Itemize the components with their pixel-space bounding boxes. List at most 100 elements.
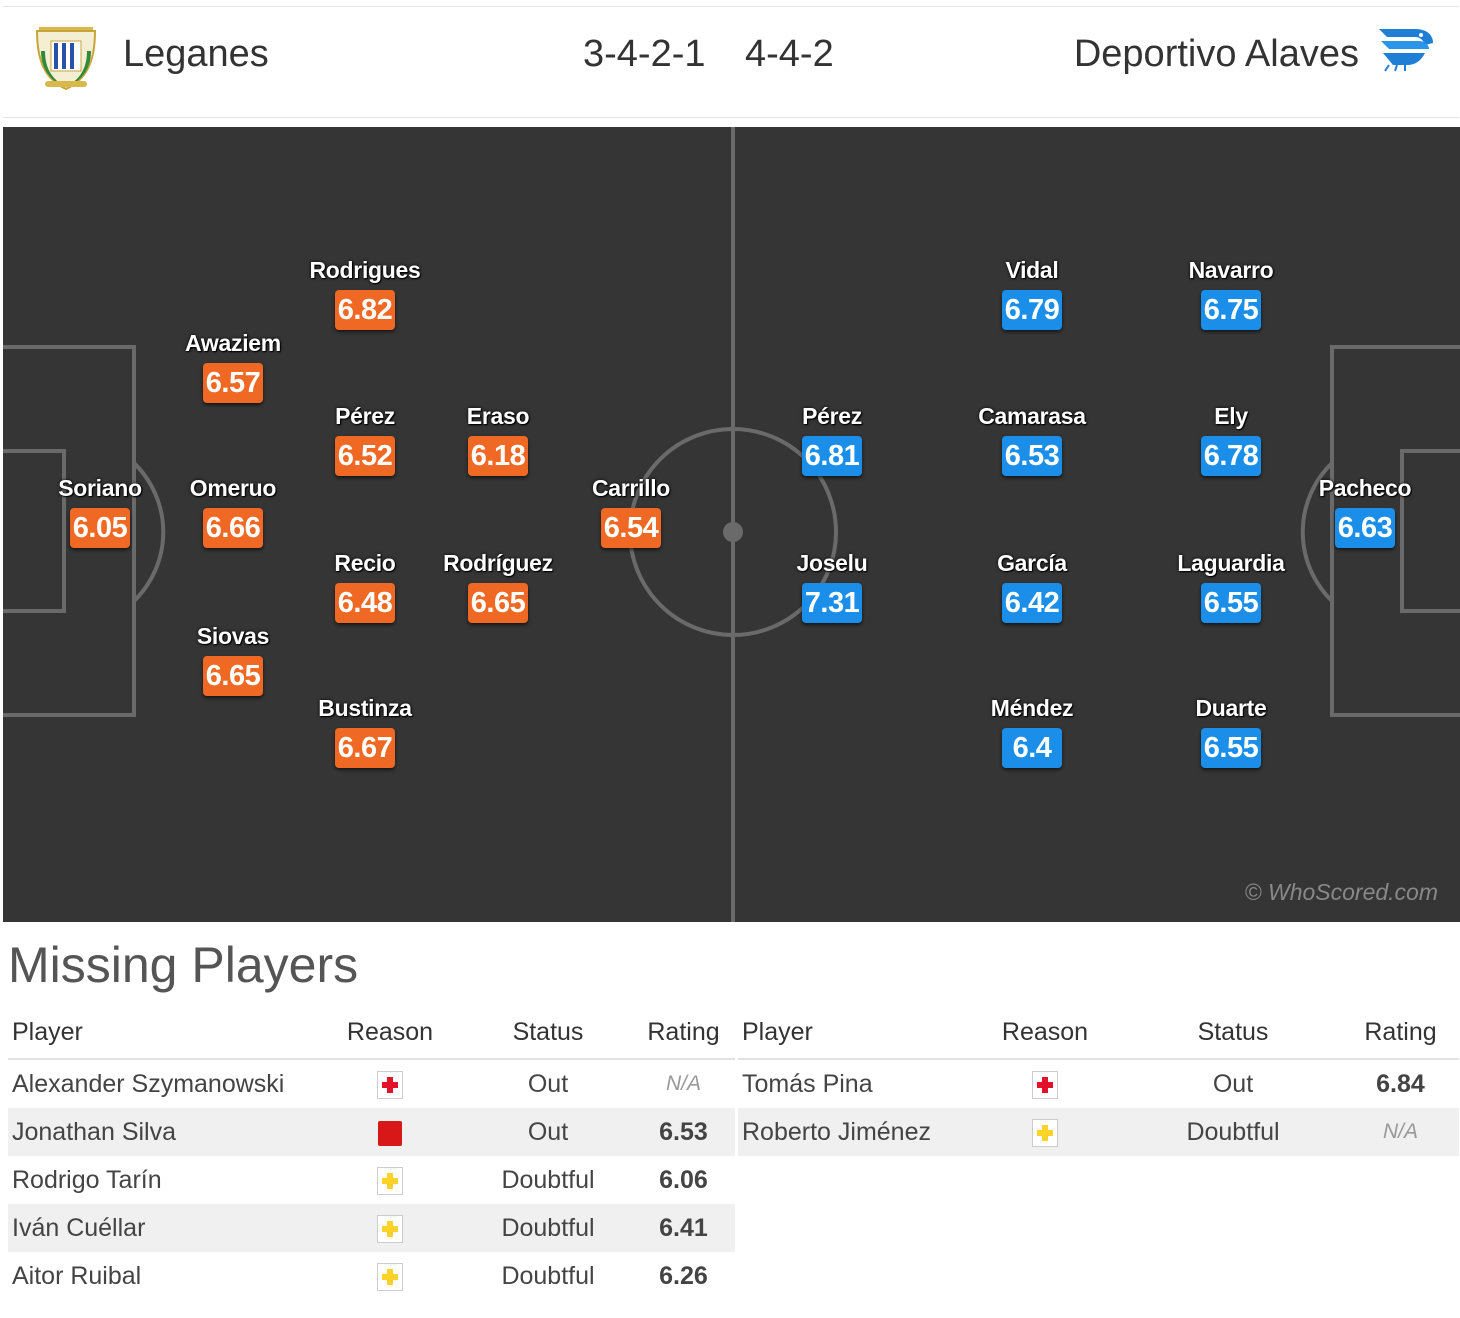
missing-players-title: Missing Players bbox=[8, 937, 359, 993]
player-name[interactable]: García bbox=[997, 550, 1067, 576]
player-name[interactable]: Navarro bbox=[1188, 257, 1274, 283]
missing-player-row: Alexander Szymanowski Out N/A bbox=[8, 1059, 735, 1108]
match-header: Leganes 3-4-2-1 4-4-2 Deportivo Alaves bbox=[3, 6, 1459, 118]
player-name[interactable]: Pacheco bbox=[1318, 475, 1412, 501]
player-rating: 6.54 bbox=[601, 508, 661, 548]
player-rating: 6.57 bbox=[203, 363, 263, 403]
player-name[interactable]: Ely bbox=[1214, 403, 1248, 429]
home-player[interactable]: Recio 6.48 bbox=[285, 550, 445, 623]
away-player[interactable]: Duarte 6.55 bbox=[1151, 695, 1311, 768]
away-player[interactable]: Navarro 6.75 bbox=[1151, 257, 1311, 330]
missing-player-name[interactable]: Tomás Pina bbox=[742, 1069, 873, 1098]
player-name[interactable]: Duarte bbox=[1195, 695, 1267, 721]
alaves-crest-icon[interactable] bbox=[1375, 25, 1437, 73]
player-name[interactable]: Pérez bbox=[335, 403, 395, 429]
col-rating[interactable]: Rating bbox=[632, 1006, 735, 1060]
reason-cell bbox=[966, 1059, 1124, 1108]
player-rating: 6.42 bbox=[1002, 583, 1062, 623]
player-name[interactable]: Siovas bbox=[196, 623, 270, 649]
col-player[interactable]: Player bbox=[738, 1006, 966, 1060]
player-rating: 6.79 bbox=[1002, 290, 1062, 330]
player-name[interactable]: Méndez bbox=[990, 695, 1074, 721]
missing-player-row: Aitor Ruibal Doubtful 6.26 bbox=[8, 1252, 735, 1300]
player-rating: 6.75 bbox=[1201, 290, 1261, 330]
missing-player-name[interactable]: Roberto Jiménez bbox=[738, 1108, 966, 1156]
away-missing-table: Player Reason Status Rating Tomás Pina Ou… bbox=[738, 1006, 1459, 1156]
missing-player-name[interactable]: Iván Cuéllar bbox=[8, 1204, 316, 1252]
missing-player-row: Iván Cuéllar Doubtful 6.41 bbox=[8, 1204, 735, 1252]
red-card-icon[interactable] bbox=[377, 1119, 403, 1147]
player-rating: 6.4 bbox=[1002, 728, 1062, 768]
away-formation: 4-4-2 bbox=[745, 33, 834, 75]
rating-value: 6.41 bbox=[632, 1204, 735, 1252]
player-rating: 6.55 bbox=[1201, 728, 1261, 768]
missing-player-row: Tomás Pina Out 6.84 bbox=[738, 1059, 1459, 1108]
reason-cell bbox=[316, 1252, 464, 1300]
away-team-name[interactable]: Deportivo Alaves bbox=[1073, 33, 1359, 75]
player-name[interactable]: Rodríguez bbox=[443, 550, 553, 576]
injury-icon[interactable] bbox=[1032, 1070, 1058, 1099]
away-player[interactable]: Vidal 6.79 bbox=[952, 257, 1112, 330]
status-text: Doubtful bbox=[501, 1261, 595, 1290]
home-player[interactable]: Rodríguez 6.65 bbox=[418, 550, 578, 623]
doubtful-icon[interactable] bbox=[377, 1166, 403, 1195]
home-player[interactable]: Awaziem 6.57 bbox=[153, 330, 313, 403]
player-name[interactable]: Bustinza bbox=[318, 695, 412, 721]
rating-value: 6.84 bbox=[1376, 1069, 1425, 1098]
home-player[interactable]: Carrillo 6.54 bbox=[551, 475, 711, 548]
home-player[interactable]: Eraso 6.18 bbox=[418, 403, 578, 476]
status-text: Doubtful bbox=[501, 1165, 595, 1194]
home-player[interactable]: Soriano 6.05 bbox=[20, 475, 180, 548]
player-name[interactable]: Omeruo bbox=[189, 475, 277, 501]
away-player[interactable]: Joselu 7.31 bbox=[752, 550, 912, 623]
rating-value: N/A bbox=[665, 1072, 701, 1095]
missing-player-name[interactable]: Rodrigo Tarín bbox=[12, 1165, 162, 1194]
missing-player-name[interactable]: Aitor Ruibal bbox=[12, 1261, 142, 1290]
player-name[interactable]: Recio bbox=[334, 550, 396, 576]
player-name[interactable]: Soriano bbox=[58, 475, 142, 501]
missing-player-name[interactable]: Jonathan Silva bbox=[8, 1108, 316, 1156]
doubtful-icon[interactable] bbox=[377, 1214, 403, 1243]
pitch-lineup: Soriano 6.05 Awaziem 6.57 Omeruo 6.66 Siovas 6.… bbox=[3, 127, 1460, 922]
missing-player-name[interactable]: Alexander Szymanowski bbox=[12, 1069, 285, 1098]
col-reason[interactable]: Reason bbox=[966, 1006, 1124, 1060]
away-player[interactable]: García 6.42 bbox=[952, 550, 1112, 623]
home-player[interactable]: Bustinza 6.67 bbox=[285, 695, 445, 768]
player-name[interactable]: Vidal bbox=[1005, 257, 1059, 283]
player-name[interactable]: Carrillo bbox=[591, 475, 671, 501]
away-player[interactable]: Camarasa 6.53 bbox=[952, 403, 1112, 476]
player-name[interactable]: Laguardia bbox=[1177, 550, 1285, 576]
player-rating: 6.65 bbox=[203, 656, 263, 696]
col-player[interactable]: Player bbox=[8, 1006, 316, 1060]
col-reason[interactable]: Reason bbox=[316, 1006, 464, 1060]
home-missing-table: Player Reason Status Rating Alexander Sz… bbox=[8, 1006, 735, 1300]
col-status[interactable]: Status bbox=[1124, 1006, 1342, 1060]
player-rating: 6.81 bbox=[802, 436, 862, 476]
leganes-crest-icon[interactable] bbox=[31, 21, 101, 93]
away-player[interactable]: Pérez 6.81 bbox=[752, 403, 912, 476]
player-name[interactable]: Pérez bbox=[802, 403, 862, 429]
player-name[interactable]: Rodrigues bbox=[309, 257, 421, 283]
player-name[interactable]: Camarasa bbox=[978, 403, 1086, 429]
away-player[interactable]: Méndez 6.4 bbox=[952, 695, 1112, 768]
col-status[interactable]: Status bbox=[464, 1006, 632, 1060]
away-player[interactable]: Laguardia 6.55 bbox=[1151, 550, 1311, 623]
doubtful-icon[interactable] bbox=[377, 1262, 403, 1291]
player-rating: 6.65 bbox=[468, 583, 528, 623]
injury-icon[interactable] bbox=[377, 1070, 403, 1099]
home-player[interactable]: Omeruo 6.66 bbox=[153, 475, 313, 548]
player-name[interactable]: Joselu bbox=[796, 550, 868, 576]
away-player[interactable]: Ely 6.78 bbox=[1151, 403, 1311, 476]
player-name[interactable]: Eraso bbox=[466, 403, 530, 429]
home-team-name[interactable]: Leganes bbox=[123, 33, 269, 75]
player-rating: 6.52 bbox=[335, 436, 395, 476]
home-player[interactable]: Pérez 6.52 bbox=[285, 403, 445, 476]
doubtful-icon[interactable] bbox=[1032, 1118, 1058, 1147]
away-player[interactable]: Pacheco 6.63 bbox=[1285, 475, 1445, 548]
home-player[interactable]: Rodrigues 6.82 bbox=[285, 257, 445, 330]
home-player[interactable]: Siovas 6.65 bbox=[153, 623, 313, 696]
player-name[interactable]: Awaziem bbox=[185, 330, 281, 356]
col-rating[interactable]: Rating bbox=[1342, 1006, 1459, 1060]
rating-value: 6.26 bbox=[659, 1261, 708, 1290]
player-rating: 6.82 bbox=[335, 290, 395, 330]
